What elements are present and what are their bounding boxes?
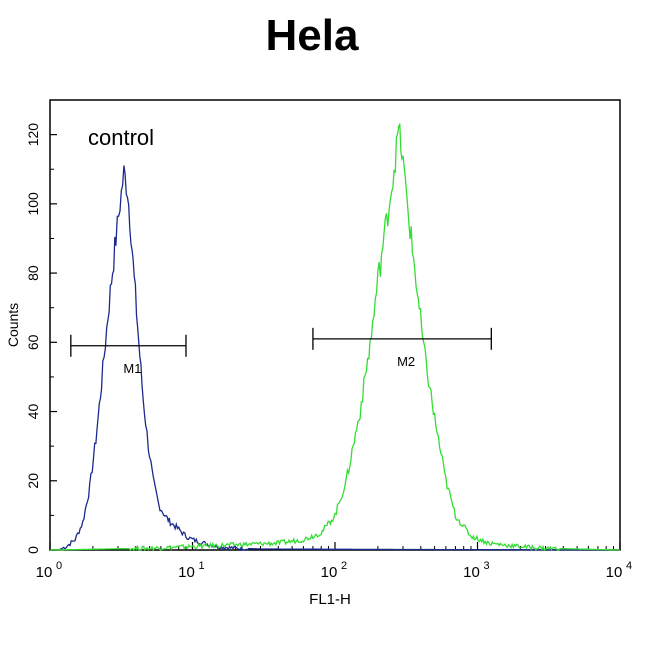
x-tick-label: 10 — [606, 564, 623, 581]
series-layer — [50, 123, 620, 552]
y-axis: 0 20 40 60 80 100 120 — [25, 123, 57, 554]
x-tick-label: 10 — [463, 564, 480, 581]
gate-label: M2 — [397, 354, 415, 369]
x-tick-exponent: 1 — [198, 560, 204, 572]
y-tick-label: 40 — [25, 404, 41, 420]
plot-frame — [49, 99, 621, 551]
y-tick-label: 60 — [25, 334, 41, 350]
series-line-1 — [58, 165, 620, 552]
x-tick-label: 10 — [178, 564, 195, 581]
y-tick-label: 20 — [25, 473, 41, 489]
y-tick-label: 80 — [25, 265, 41, 281]
y-tick-label: 120 — [25, 123, 41, 147]
control-annotation: control — [88, 125, 154, 150]
gate-label: M1 — [123, 361, 141, 376]
x-tick-exponent: 2 — [341, 560, 347, 572]
chart-title: Hela — [266, 11, 359, 60]
x-axis-label: FL1-H — [309, 591, 351, 608]
x-tick-label: 10 — [321, 564, 338, 581]
series-line-2 — [50, 123, 620, 552]
x-tick-exponent: 0 — [56, 560, 62, 572]
y-tick-label: 100 — [25, 192, 41, 216]
marker-layer: M1 M2 — [70, 327, 492, 376]
y-tick-label: 0 — [25, 546, 41, 554]
x-tick-label: 10 — [36, 564, 53, 581]
y-axis-label: Counts — [5, 303, 21, 347]
x-tick-exponent: 3 — [483, 560, 489, 572]
x-tick-exponent: 4 — [626, 560, 632, 572]
